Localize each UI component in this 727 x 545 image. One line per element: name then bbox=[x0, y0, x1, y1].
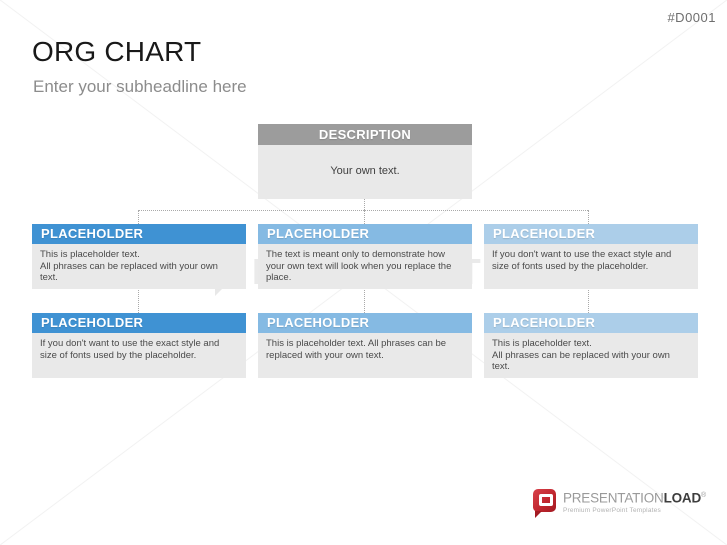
org-box-r1c2: PLACEHOLDER The text is meant only to de… bbox=[258, 224, 472, 289]
org-box-r1c3: PLACEHOLDER If you don't want to use the… bbox=[484, 224, 698, 289]
logo-tagline: Premium PowerPoint Templates bbox=[562, 506, 661, 514]
org-box-body: If you don't want to use the exact style… bbox=[484, 244, 698, 289]
org-box-header: PLACEHOLDER bbox=[258, 313, 472, 333]
org-box-r2c2: PLACEHOLDER This is placeholder text. Al… bbox=[258, 313, 472, 378]
template-code: #D0001 bbox=[667, 10, 716, 25]
logo-wordmark-presentation: PRESENTATION bbox=[562, 490, 664, 506]
org-root-box: DESCRIPTION Your own text. bbox=[258, 124, 472, 199]
connector-stub bbox=[364, 210, 365, 224]
connector-horizontal bbox=[138, 210, 588, 211]
page-title: ORG CHART bbox=[32, 36, 202, 67]
org-box-body: This is placeholder text. All phrases ca… bbox=[484, 333, 698, 378]
connector-stub bbox=[588, 210, 589, 224]
org-box-r2c1: PLACEHOLDER If you don't want to use the… bbox=[32, 313, 246, 378]
subheadline: Enter your subheadline here bbox=[33, 77, 247, 96]
org-box-body: The text is meant only to demonstrate ho… bbox=[258, 244, 472, 289]
org-box-r2c3: PLACEHOLDER This is placeholder text. Al… bbox=[484, 313, 698, 378]
connector-row-link bbox=[588, 290, 589, 313]
org-box-body: This is placeholder text. All phrases ca… bbox=[32, 244, 246, 289]
org-box-r1c1: PLACEHOLDER This is placeholder text. Al… bbox=[32, 224, 246, 289]
org-box-header: PLACEHOLDER bbox=[484, 224, 698, 244]
logo-wordmark-load: LOAD bbox=[663, 490, 702, 506]
org-root-body: Your own text. bbox=[258, 145, 472, 199]
connector-stub bbox=[138, 210, 139, 224]
org-box-body: If you don't want to use the exact style… bbox=[32, 333, 246, 378]
registered-mark: ® bbox=[701, 492, 706, 499]
org-box-header: PLACEHOLDER bbox=[484, 313, 698, 333]
connector-root-stem bbox=[364, 199, 365, 210]
org-root-header: DESCRIPTION bbox=[258, 124, 472, 145]
presentationload-p-icon bbox=[532, 489, 556, 518]
org-box-header: PLACEHOLDER bbox=[258, 224, 472, 244]
org-box-body: This is placeholder text. All phrases ca… bbox=[258, 333, 472, 378]
org-box-header: PLACEHOLDER bbox=[32, 313, 246, 333]
presentationload-logo: PRESENTATIONLOAD® Premium PowerPoint Tem… bbox=[532, 488, 706, 518]
org-box-header: PLACEHOLDER bbox=[32, 224, 246, 244]
logo-wordmark: PRESENTATIONLOAD® bbox=[563, 488, 706, 506]
logo-text-block: PRESENTATIONLOAD® Premium PowerPoint Tem… bbox=[563, 488, 706, 514]
connector-row-link bbox=[364, 290, 365, 313]
connector-row-link bbox=[138, 290, 139, 313]
